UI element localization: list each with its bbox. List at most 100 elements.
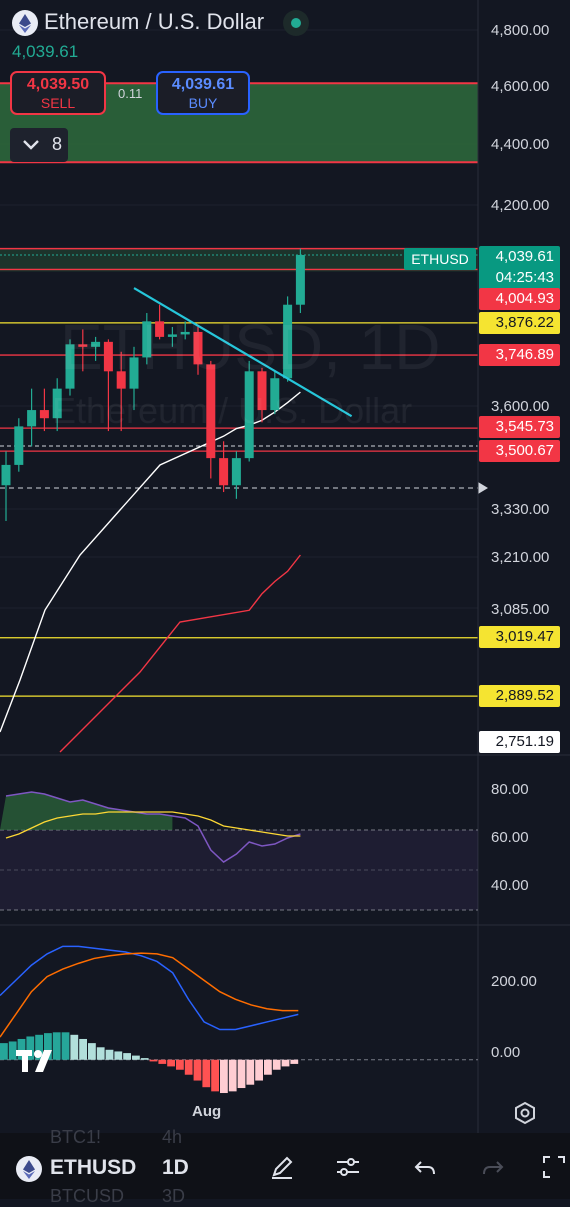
macd-histogram-bar <box>105 1049 114 1060</box>
macd-histogram-bar <box>52 1032 61 1060</box>
pencil-icon[interactable] <box>268 1153 296 1181</box>
macd-histogram-bar <box>140 1058 149 1060</box>
settings-gear-icon[interactable] <box>513 1101 537 1125</box>
candle-body <box>270 378 280 411</box>
level-tag[interactable]: 3,500.67 <box>479 440 560 462</box>
macd-histogram-bar <box>35 1034 43 1060</box>
macd-histogram-bar <box>237 1059 246 1089</box>
level-tag[interactable]: 3,019.47 <box>479 626 560 648</box>
macd-histogram-bar <box>132 1055 140 1060</box>
macd-histogram-bar <box>26 1036 35 1060</box>
symbol-price-tag: ETHUSD <box>404 248 476 270</box>
spread-value: 0.11 <box>118 86 143 101</box>
redo-icon[interactable] <box>478 1153 506 1181</box>
undo-icon[interactable] <box>412 1153 440 1181</box>
ghost-symbol: BTC1! <box>50 1127 102 1147</box>
buy-price: 4,039.61 <box>171 76 235 93</box>
macd-histogram-bar <box>167 1059 175 1067</box>
macd-histogram-bar <box>79 1038 87 1060</box>
ghost-symbol: BTCUSD <box>50 1186 125 1206</box>
candle-body <box>257 371 267 411</box>
candle-body <box>1 464 11 486</box>
crosshair-marker-icon <box>478 482 488 494</box>
price-axis-label: 3,085.00 <box>491 601 550 618</box>
bottom-toolbar <box>0 1133 570 1199</box>
price-axis-label: 3,600.00 <box>491 398 550 415</box>
macd-line <box>0 945 299 1031</box>
live-price-tag[interactable]: 4,039.61 04:25:43 <box>479 246 560 290</box>
buy-button[interactable]: 4,039.61 BUY <box>156 71 250 115</box>
macd-histogram-bar <box>149 1059 158 1062</box>
macd-histogram-bar <box>184 1059 193 1075</box>
candle-body <box>142 321 152 358</box>
macd-histogram-bar <box>123 1053 131 1060</box>
level-tag[interactable]: 2,751.19 <box>479 731 560 753</box>
candle-body <box>14 426 24 465</box>
rsi-overbought-fill <box>0 792 173 830</box>
candle-body <box>155 321 165 337</box>
macd-histogram-bar <box>220 1059 228 1094</box>
ethereum-icon[interactable] <box>12 10 38 36</box>
price-axis-label: 4,400.00 <box>491 136 550 153</box>
rsi-axis-label: 80.00 <box>491 781 529 798</box>
rsi-signal-line <box>5 811 301 839</box>
indicators-icon[interactable] <box>334 1153 362 1181</box>
candle-body <box>193 331 203 365</box>
ghost-timeframe: 4h <box>162 1127 183 1147</box>
level-tag[interactable]: 4,004.93 <box>479 288 560 310</box>
ethereum-icon[interactable] <box>16 1156 42 1182</box>
watermark-name: Ethereum / U.S. Dollar <box>52 390 413 431</box>
candle-body <box>244 371 254 459</box>
macd-histogram-bar <box>246 1059 255 1085</box>
sell-button[interactable]: 4,039.50 SELL <box>10 71 106 115</box>
price-axis-label: 3,330.00 <box>491 501 550 518</box>
macd-histogram-bar <box>202 1059 211 1088</box>
chevron-down-icon <box>23 140 39 150</box>
macd-histogram-bar <box>88 1043 96 1060</box>
macd-histogram-bar <box>114 1051 123 1060</box>
sell-price: 4,039.50 <box>26 76 90 93</box>
macd-histogram-bar <box>228 1059 237 1092</box>
price-axis-label: 4,200.00 <box>491 197 550 214</box>
candle-body <box>231 458 241 486</box>
candle-body <box>39 410 49 419</box>
indicator-count: 8 <box>52 134 63 154</box>
macd-histogram-bar <box>264 1059 272 1075</box>
candle-body <box>103 341 113 372</box>
symbol-title[interactable]: Ethereum / U.S. Dollar <box>44 9 265 34</box>
symbol-selector[interactable]: ETHUSD <box>50 1156 137 1179</box>
fullscreen-icon[interactable] <box>540 1153 568 1181</box>
level-tag[interactable]: 3,746.89 <box>479 344 560 366</box>
candle-body <box>65 344 75 389</box>
macd-histogram-bar <box>70 1034 79 1060</box>
candle-body <box>116 371 126 389</box>
buy-label: BUY <box>188 95 218 111</box>
macd-histogram-bar <box>61 1032 70 1060</box>
macd-histogram-bar <box>176 1059 184 1070</box>
candle-body <box>180 331 190 335</box>
rsi-line <box>5 791 301 863</box>
candle-body <box>295 255 305 305</box>
level-tag[interactable]: 2,889.52 <box>479 685 560 707</box>
macd-histogram-bar <box>255 1059 263 1081</box>
indicators-collapse-button[interactable]: 8 <box>10 128 68 162</box>
level-tag[interactable]: 3,545.73 <box>479 416 560 438</box>
macd-histogram-bar <box>193 1059 202 1081</box>
bar-countdown: 04:25:43 <box>495 269 554 286</box>
trendline <box>133 287 353 418</box>
live-status-icon <box>283 10 309 36</box>
candle-body <box>129 357 139 389</box>
price-axis-label: 3,210.00 <box>491 549 550 566</box>
level-tag[interactable]: 3,876.22 <box>479 312 560 334</box>
candle-body <box>206 364 216 459</box>
macd-axis-label: 0.00 <box>491 1044 521 1061</box>
moving-average-slow <box>59 554 301 753</box>
rsi-axis-label: 40.00 <box>491 877 529 894</box>
candle-body <box>167 334 177 337</box>
moving-average-fast <box>0 391 301 733</box>
timeframe-selector[interactable]: 1D <box>162 1156 189 1179</box>
price-axis-label: 4,600.00 <box>491 78 550 95</box>
last-price: 4,039.61 <box>12 42 79 61</box>
macd-histogram-bar <box>96 1047 105 1060</box>
